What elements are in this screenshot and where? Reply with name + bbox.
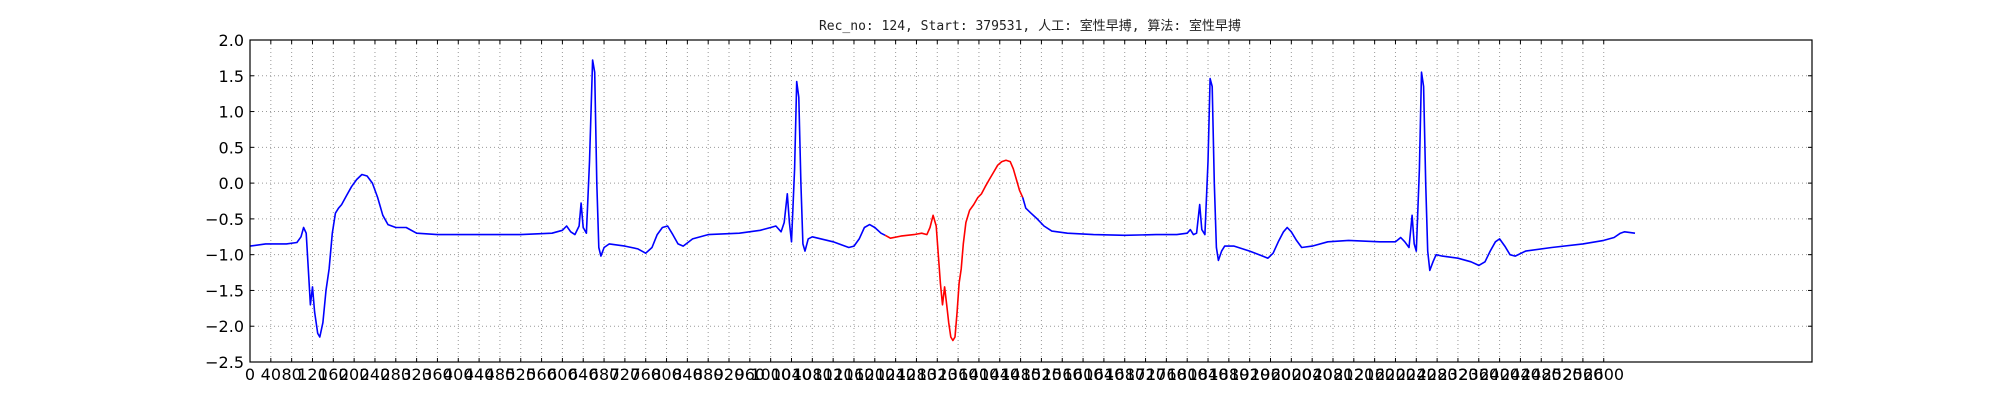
x-tick-label: 40 xyxy=(261,365,281,384)
x-tick-label: 2040 xyxy=(1292,365,1333,384)
x-tick-label: 680 xyxy=(589,365,620,384)
x-tick-label: 2240 xyxy=(1396,365,1437,384)
x-tick-label: 2440 xyxy=(1500,365,1541,384)
x-tick-label: 120 xyxy=(297,365,328,384)
x-tick-label: 1480 xyxy=(1000,365,1041,384)
plot-frame xyxy=(249,39,1813,363)
y-tick-label: −0.5 xyxy=(205,210,244,229)
series-layer xyxy=(249,59,1636,342)
x-tick-label: 2360 xyxy=(1458,365,1499,384)
x-tick-label: 1840 xyxy=(1188,365,1229,384)
x-tick-label: 2000 xyxy=(1271,365,1312,384)
x-tick-label: 1560 xyxy=(1042,365,1083,384)
x-tick-label: 440 xyxy=(464,365,495,384)
x-tick-label: 2120 xyxy=(1333,365,1374,384)
x-tick-label: 480 xyxy=(485,365,516,384)
x-tick-label: 2320 xyxy=(1438,365,1479,384)
x-axis-ticks: 0 40 8012016020024028032036040044048052056… xyxy=(245,40,1624,384)
x-tick-label: 280 xyxy=(381,365,412,384)
x-tick-label: 1800 xyxy=(1167,365,1208,384)
x-tick-label: 2400 xyxy=(1479,365,1520,384)
x-tick-label: 520 xyxy=(505,365,536,384)
x-tick-label: 1960 xyxy=(1250,365,1291,384)
x-tick-label: 2160 xyxy=(1354,365,1395,384)
x-tick-label: 1360 xyxy=(938,365,979,384)
y-axis-ticks: 2.0 1.5 1.0 0.5 0.0 −0.5 −1.0 −1.5 −2.0 −2.5 xyxy=(205,31,1812,372)
x-tick-label: 200 xyxy=(339,365,370,384)
y-tick-label: −2.5 xyxy=(205,353,244,372)
x-tick-label: 1160 xyxy=(834,365,875,384)
x-tick-label: 1760 xyxy=(1146,365,1187,384)
x-tick-label: 1720 xyxy=(1125,365,1166,384)
x-tick-label: 240 xyxy=(360,365,391,384)
x-tick-label: 1240 xyxy=(875,365,916,384)
x-tick-label: 1200 xyxy=(854,365,895,384)
x-tick-label: 760 xyxy=(630,365,661,384)
x-tick-label: 1040 xyxy=(771,365,812,384)
y-tick-label: 1.5 xyxy=(219,67,244,86)
chart-title: Rec_no: 124, Start: 379531, 人工: 室性早搏, 算法… xyxy=(819,18,1241,34)
x-tick-label: 2480 xyxy=(1521,365,1562,384)
ecg-segment-2 xyxy=(884,159,1024,342)
x-tick-label: 880 xyxy=(693,365,724,384)
x-tick-label: 80 xyxy=(281,365,301,384)
x-tick-label: 1000 xyxy=(750,365,791,384)
x-tick-label: 1080 xyxy=(792,365,833,384)
x-tick-label: 1520 xyxy=(1021,365,1062,384)
y-tick-label: 2.0 xyxy=(219,31,244,50)
x-tick-label: 640 xyxy=(568,365,599,384)
x-tick-label: 1920 xyxy=(1229,365,1270,384)
x-tick-label: 1880 xyxy=(1208,365,1249,384)
y-tick-label: 1.0 xyxy=(219,103,244,122)
x-tick-label: 1640 xyxy=(1084,365,1125,384)
x-tick-label: 920 xyxy=(714,365,745,384)
y-tick-label: −2.0 xyxy=(205,317,244,336)
x-tick-label: 160 xyxy=(318,365,349,384)
x-tick-label: 1600 xyxy=(1063,365,1104,384)
x-tick-label: 1120 xyxy=(813,365,854,384)
x-tick-label: 2520 xyxy=(1542,365,1583,384)
y-tick-label: −1.5 xyxy=(205,281,244,300)
y-tick-label: 0.0 xyxy=(219,174,244,193)
x-tick-label: 2080 xyxy=(1313,365,1354,384)
x-tick-label: 960 xyxy=(735,365,766,384)
y-tick-label: −1.0 xyxy=(205,246,244,265)
x-tick-label: 1440 xyxy=(979,365,1020,384)
x-tick-label: 0 xyxy=(245,365,255,384)
x-tick-label: 2280 xyxy=(1417,365,1458,384)
x-tick-label: 800 xyxy=(651,365,682,384)
x-tick-label: 2600 xyxy=(1583,365,1624,384)
x-tick-label: 400 xyxy=(443,365,474,384)
x-tick-label: 320 xyxy=(401,365,432,384)
x-tick-label: 560 xyxy=(526,365,557,384)
ecg-segment-3 xyxy=(1021,71,1636,272)
x-tick-label: 840 xyxy=(672,365,703,384)
x-tick-label: 1680 xyxy=(1104,365,1145,384)
x-tick-label: 600 xyxy=(547,365,578,384)
ecg-segment-1 xyxy=(249,59,886,338)
y-tick-label: 0.5 xyxy=(219,138,244,157)
x-tick-label: 1280 xyxy=(896,365,937,384)
x-tick-label: 1320 xyxy=(917,365,958,384)
x-tick-label: 2560 xyxy=(1563,365,1604,384)
x-tick-label: 720 xyxy=(610,365,641,384)
grid-lines xyxy=(249,39,1812,363)
x-tick-label: 360 xyxy=(422,365,453,384)
x-tick-label: 2200 xyxy=(1375,365,1416,384)
x-tick-label: 1400 xyxy=(959,365,1000,384)
